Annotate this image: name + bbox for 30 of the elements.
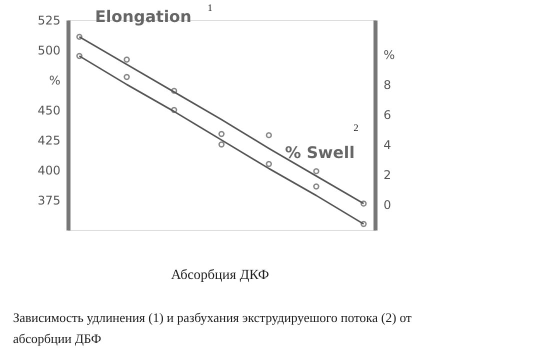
point [171,88,178,94]
y2-tick-label: 4 [384,138,392,152]
point [218,130,225,138]
y-tick-label: 425 [38,134,60,148]
text: абсорбции ДБФ [13,331,102,346]
y2-tick-label: 6 [384,108,392,122]
point [218,141,225,148]
y-tick-label: 400 [38,164,60,178]
point [313,168,320,174]
point [171,106,178,114]
y-tick-label: % [49,74,60,88]
annotation: 2 [354,123,358,134]
series-label: Elongation [95,7,192,26]
text: Зависимость удлинения (1) и разбухания экструдируешого потока (2) от [13,310,412,325]
point [266,160,272,168]
point [313,183,320,190]
series-label: % Swell [285,143,355,162]
y-tick-label: 500 [38,44,60,58]
text: 1 [208,3,212,14]
x-axis-title: Абсорбция ДКФ [170,268,270,283]
point [124,56,130,63]
y2-tick-label: 2 [384,168,392,182]
y2-tick-label: % [384,48,395,62]
y-tick-label: 375 [38,194,60,208]
point [266,132,272,138]
y-tick-label: 450 [38,104,60,118]
y2-tick-label: 0 [384,198,392,212]
y2-tick-label: 8 [384,78,392,92]
point [124,74,130,80]
y-tick-label: 525 [38,14,60,28]
